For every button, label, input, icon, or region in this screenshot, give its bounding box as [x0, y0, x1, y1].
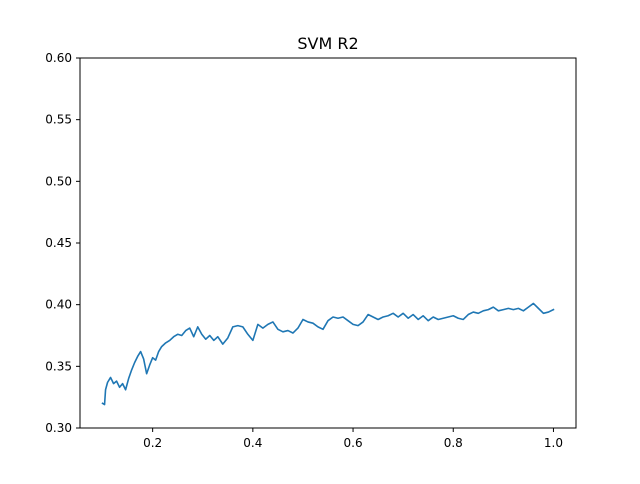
y-tick-label: 0.40: [45, 298, 72, 312]
plot-frame: [79, 57, 577, 429]
series-layer: [101, 302, 555, 406]
series-line-0: [101, 302, 555, 406]
y-tick-label: 0.60: [45, 51, 72, 65]
x-tick-label: 0.6: [344, 436, 363, 450]
y-tick-label: 0.55: [45, 113, 72, 127]
y-tick-label: 0.30: [45, 421, 72, 435]
y-tick-label: 0.35: [45, 359, 72, 373]
y-tick-label: 0.45: [45, 236, 72, 250]
x-tick-label: 0.8: [444, 436, 463, 450]
x-tick-label: 1.0: [544, 436, 563, 450]
x-tick-label: 0.2: [143, 436, 162, 450]
y-tick-label: 0.50: [45, 174, 72, 188]
x-tick-label: 0.4: [243, 436, 262, 450]
axis-ticks: 0.2 0.4 0.6 0.8 1.0 0.30 0.35 0.40 0.45 0.50 0.55 0…: [45, 51, 563, 450]
chart-title: SVM R2: [297, 34, 358, 53]
